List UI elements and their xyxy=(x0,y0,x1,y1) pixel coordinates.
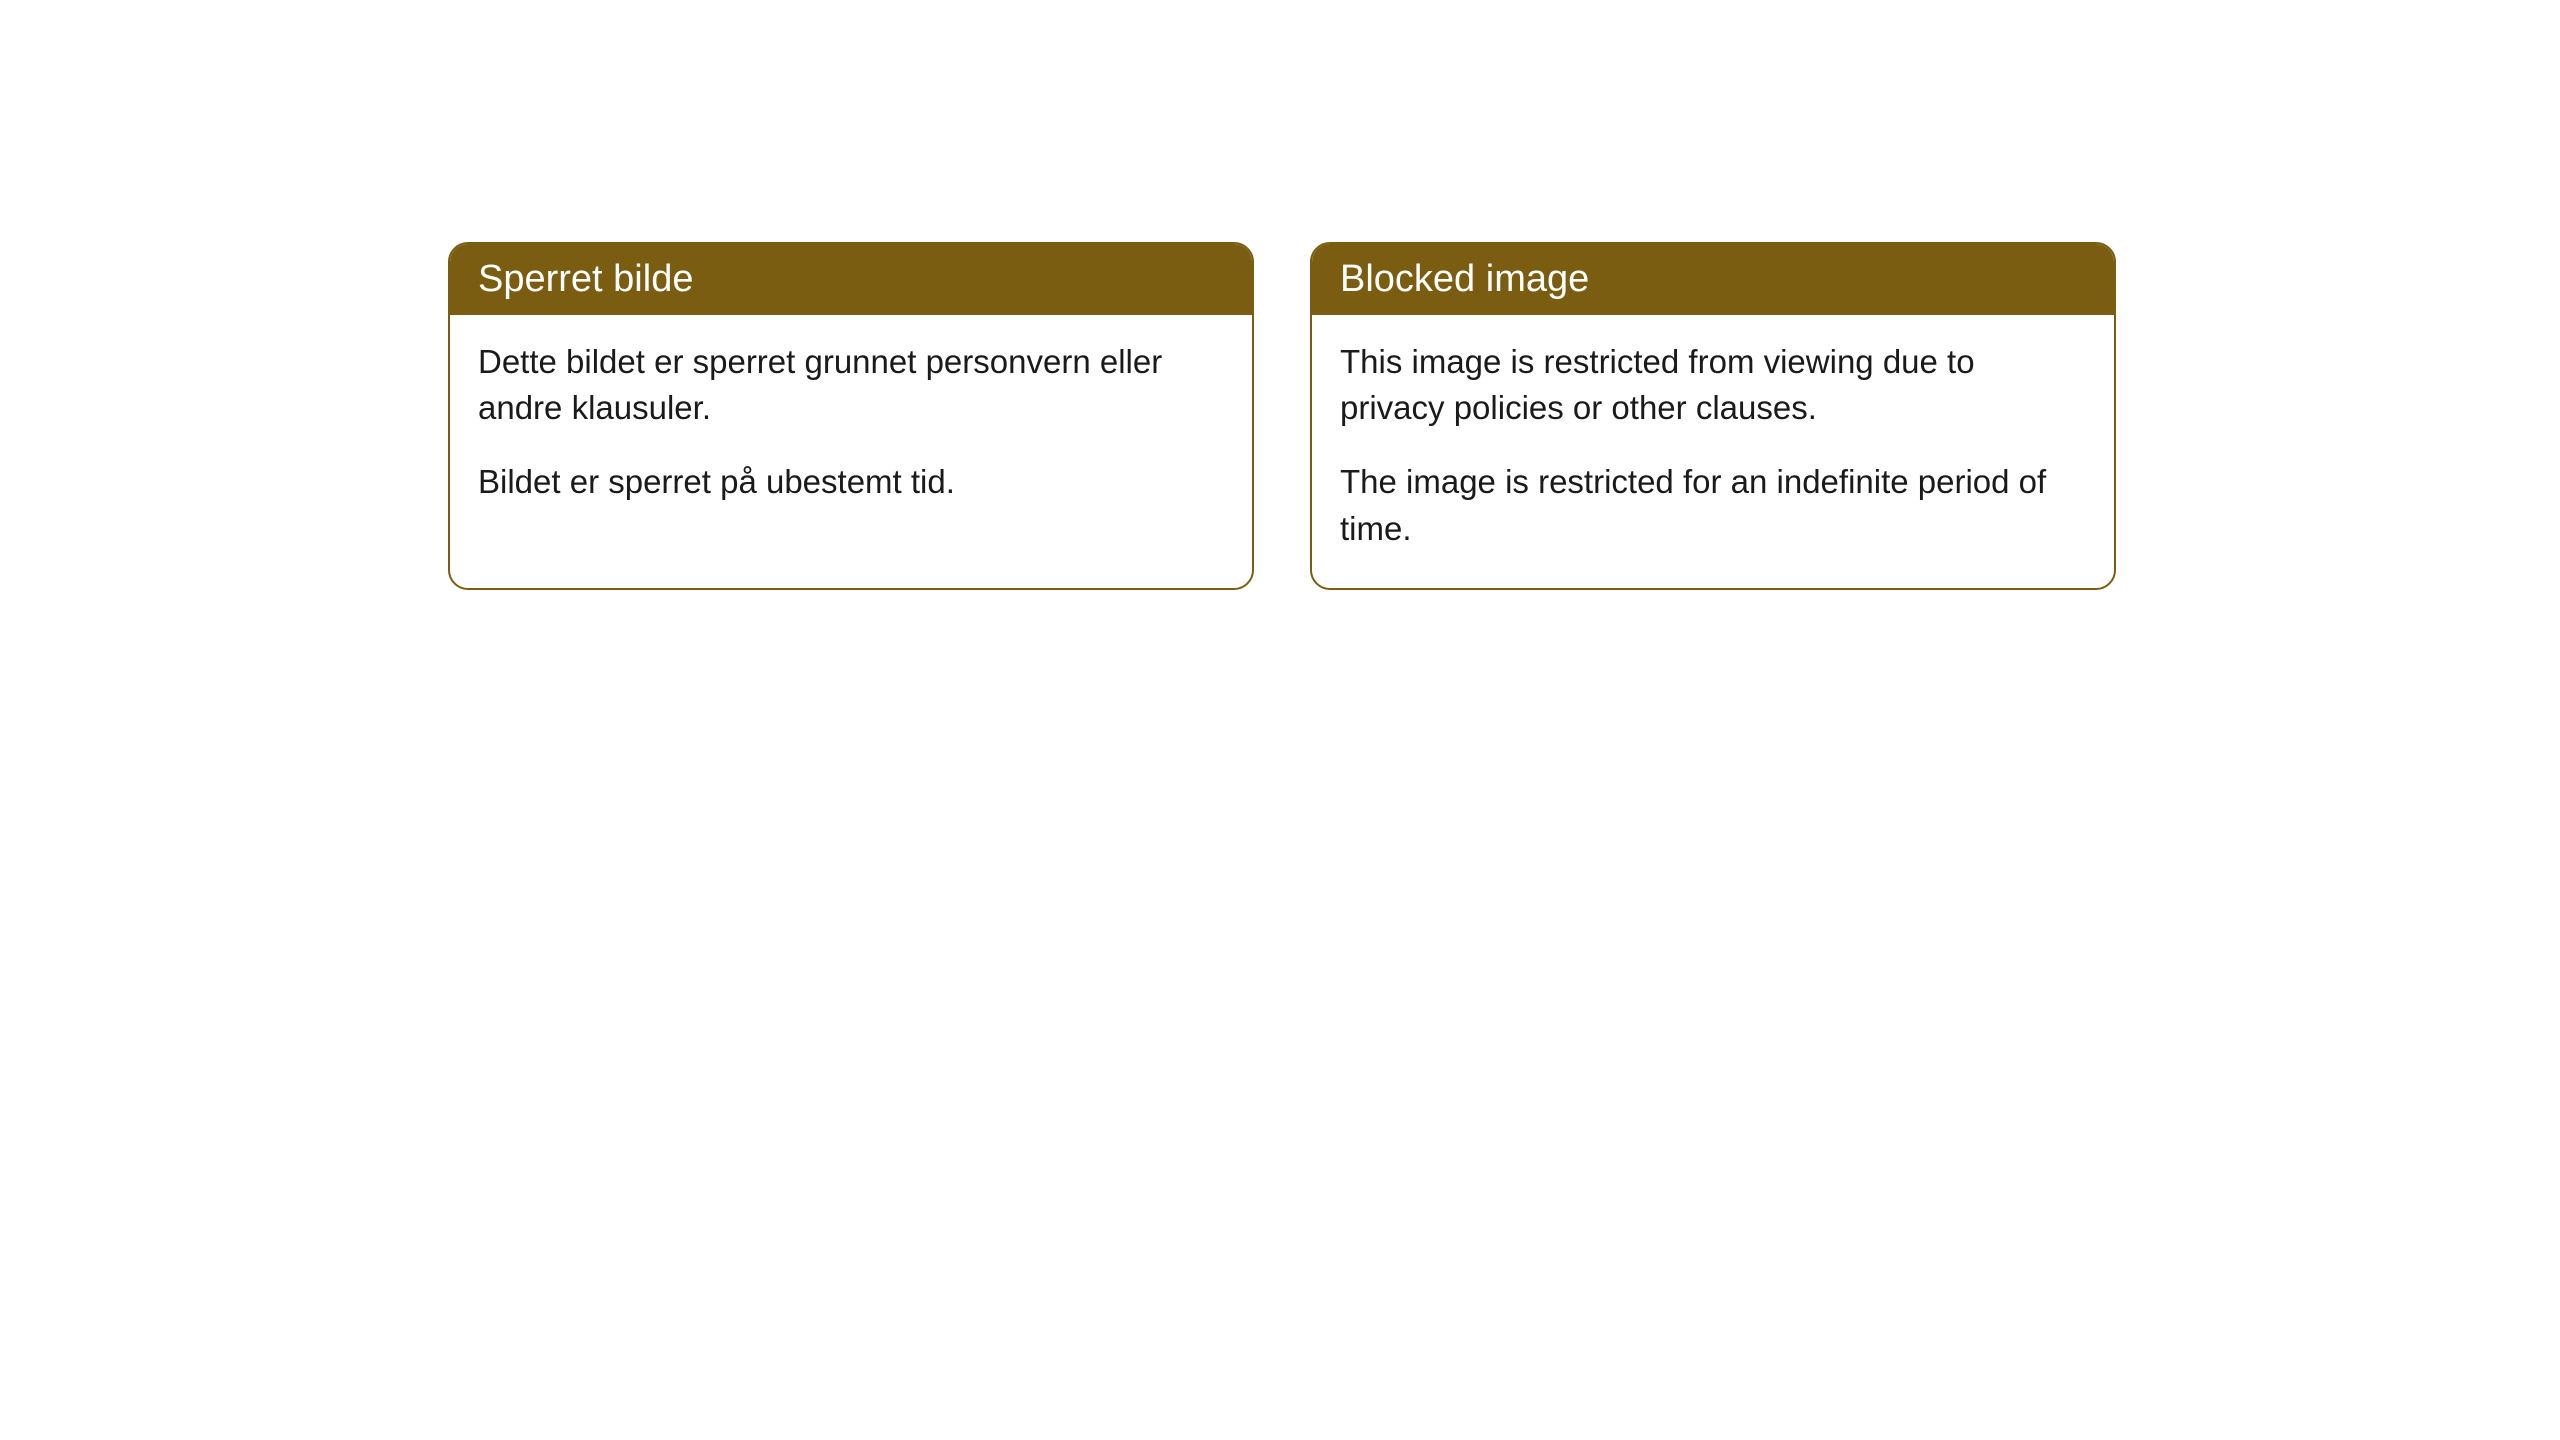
card-header: Sperret bilde xyxy=(450,244,1252,315)
card-paragraph: The image is restricted for an indefinit… xyxy=(1340,459,2086,551)
card-paragraph: Bildet er sperret på ubestemt tid. xyxy=(478,459,1224,505)
card-paragraph: Dette bildet er sperret grunnet personve… xyxy=(478,339,1224,431)
card-title: Blocked image xyxy=(1340,258,1589,300)
notice-card-english: Blocked image This image is restricted f… xyxy=(1310,242,2116,590)
card-header: Blocked image xyxy=(1312,244,2114,315)
notice-container: Sperret bilde Dette bildet er sperret gr… xyxy=(448,242,2116,590)
card-title: Sperret bilde xyxy=(478,258,693,300)
notice-card-norwegian: Sperret bilde Dette bildet er sperret gr… xyxy=(448,242,1254,590)
card-body: Dette bildet er sperret grunnet personve… xyxy=(450,315,1252,542)
card-body: This image is restricted from viewing du… xyxy=(1312,315,2114,588)
card-paragraph: This image is restricted from viewing du… xyxy=(1340,339,2086,431)
